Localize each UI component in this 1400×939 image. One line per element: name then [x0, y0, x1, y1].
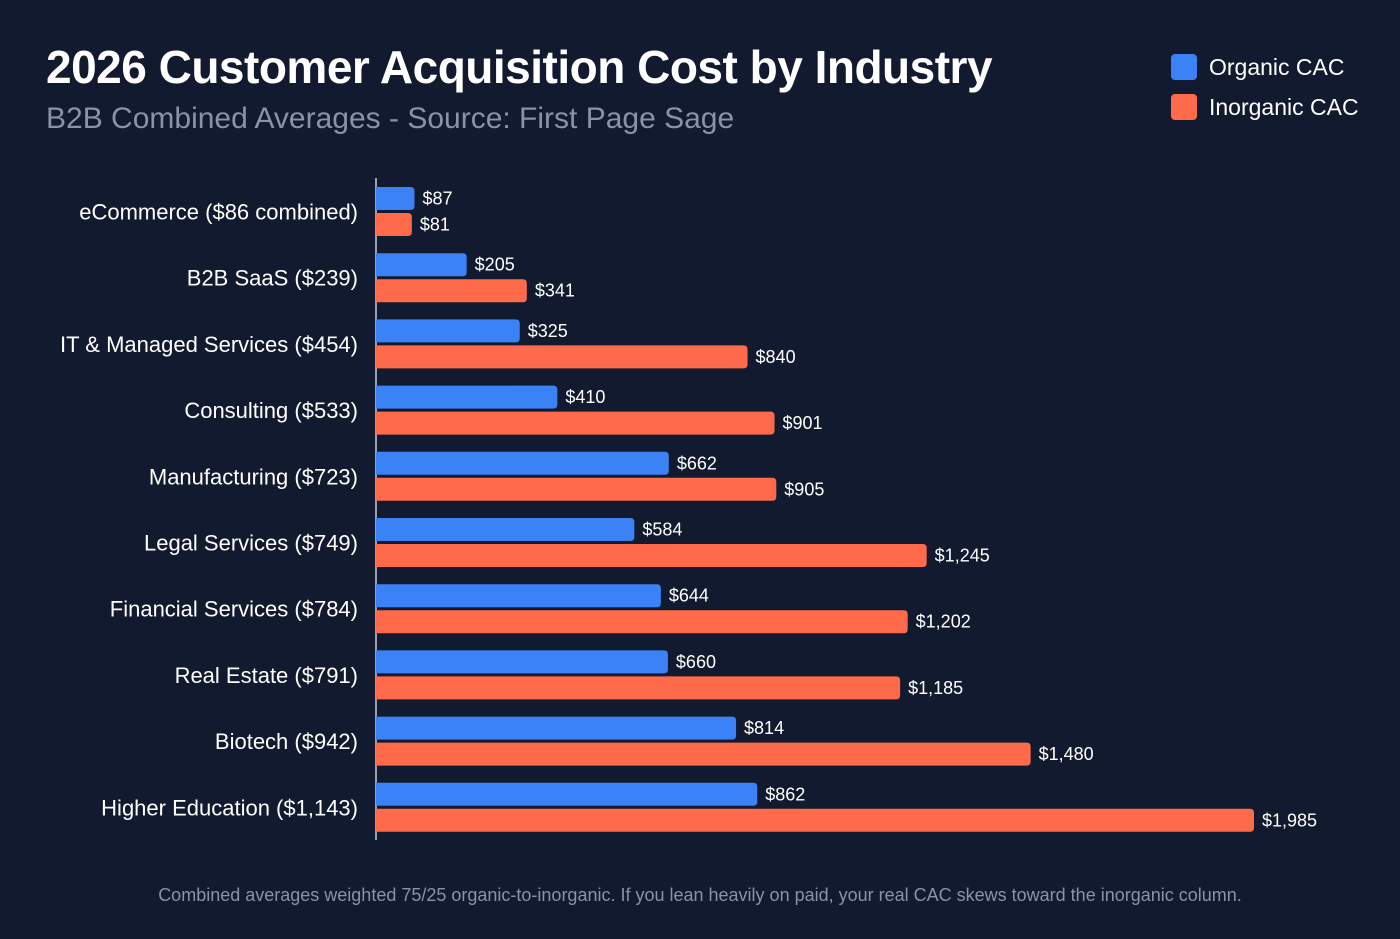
bar-inorganic — [376, 213, 412, 236]
bar-inorganic — [376, 411, 775, 435]
data-label-organic: $862 — [765, 784, 805, 804]
category-label: Real Estate ($791) — [175, 663, 358, 688]
data-label-organic: $205 — [475, 255, 515, 275]
bar-organic — [376, 518, 635, 541]
data-label-organic: $87 — [422, 189, 452, 209]
bar-inorganic — [376, 808, 1254, 832]
data-label-inorganic: $1,480 — [1039, 744, 1094, 764]
bar-organic — [376, 253, 467, 277]
bar-organic — [376, 385, 558, 409]
legend-swatch-inorganic — [1171, 94, 1197, 120]
data-label-organic: $644 — [669, 586, 709, 606]
data-label-inorganic: $840 — [756, 347, 796, 367]
data-label-organic: $814 — [744, 718, 784, 738]
data-label-inorganic: $341 — [535, 281, 575, 301]
legend-item-inorganic: Inorganic CAC — [1171, 94, 1359, 120]
category-label: Higher Education ($1,143) — [101, 795, 358, 820]
data-label-inorganic: $81 — [420, 215, 450, 235]
category-label: B2B SaaS ($239) — [187, 266, 358, 291]
data-label-inorganic: $1,185 — [908, 678, 963, 698]
data-label-inorganic: $905 — [784, 479, 824, 499]
data-label-organic: $410 — [565, 387, 605, 407]
legend: Organic CAC Inorganic CAC — [1171, 54, 1359, 134]
chart-title: 2026 Customer Acquisition Cost by Indust… — [46, 41, 993, 93]
category-label: Manufacturing ($723) — [149, 464, 358, 489]
category-label: Biotech ($942) — [215, 729, 358, 754]
footnote: Combined averages weighted 75/25 organic… — [158, 885, 1242, 905]
bar-inorganic — [376, 676, 901, 700]
bar-inorganic — [376, 345, 748, 369]
data-label-inorganic: $1,202 — [916, 612, 971, 632]
data-label-organic: $660 — [676, 652, 716, 672]
data-label-inorganic: $901 — [783, 413, 823, 433]
bar-inorganic — [376, 279, 527, 303]
data-label-inorganic: $1,985 — [1262, 810, 1317, 830]
data-label-organic: $662 — [677, 453, 717, 473]
bar-inorganic — [376, 742, 1031, 766]
data-label-organic: $584 — [642, 520, 682, 540]
legend-item-organic: Organic CAC — [1171, 54, 1359, 80]
bar-organic — [376, 716, 737, 740]
bar-organic — [376, 650, 668, 674]
data-label-organic: $325 — [528, 321, 568, 341]
bar-organic — [376, 187, 415, 210]
category-label: eCommerce ($86 combined) — [79, 200, 358, 225]
category-label: Consulting ($533) — [184, 398, 358, 423]
bar-organic — [376, 319, 520, 343]
bar-organic — [376, 584, 661, 608]
legend-label-organic: Organic CAC — [1209, 53, 1345, 80]
bar-organic — [376, 451, 669, 475]
bar-inorganic — [376, 544, 927, 567]
bar-organic — [376, 782, 758, 806]
category-label: Legal Services ($749) — [144, 531, 358, 556]
legend-swatch-organic — [1171, 54, 1197, 80]
legend-label-inorganic: Inorganic CAC — [1209, 93, 1359, 120]
bar-inorganic — [376, 477, 777, 501]
category-label: Financial Services ($784) — [110, 597, 358, 622]
category-label: IT & Managed Services ($454) — [60, 332, 358, 357]
bar-inorganic — [376, 610, 908, 634]
data-label-inorganic: $1,245 — [935, 546, 990, 566]
chart-subtitle: B2B Combined Averages - Source: First Pa… — [46, 102, 735, 135]
